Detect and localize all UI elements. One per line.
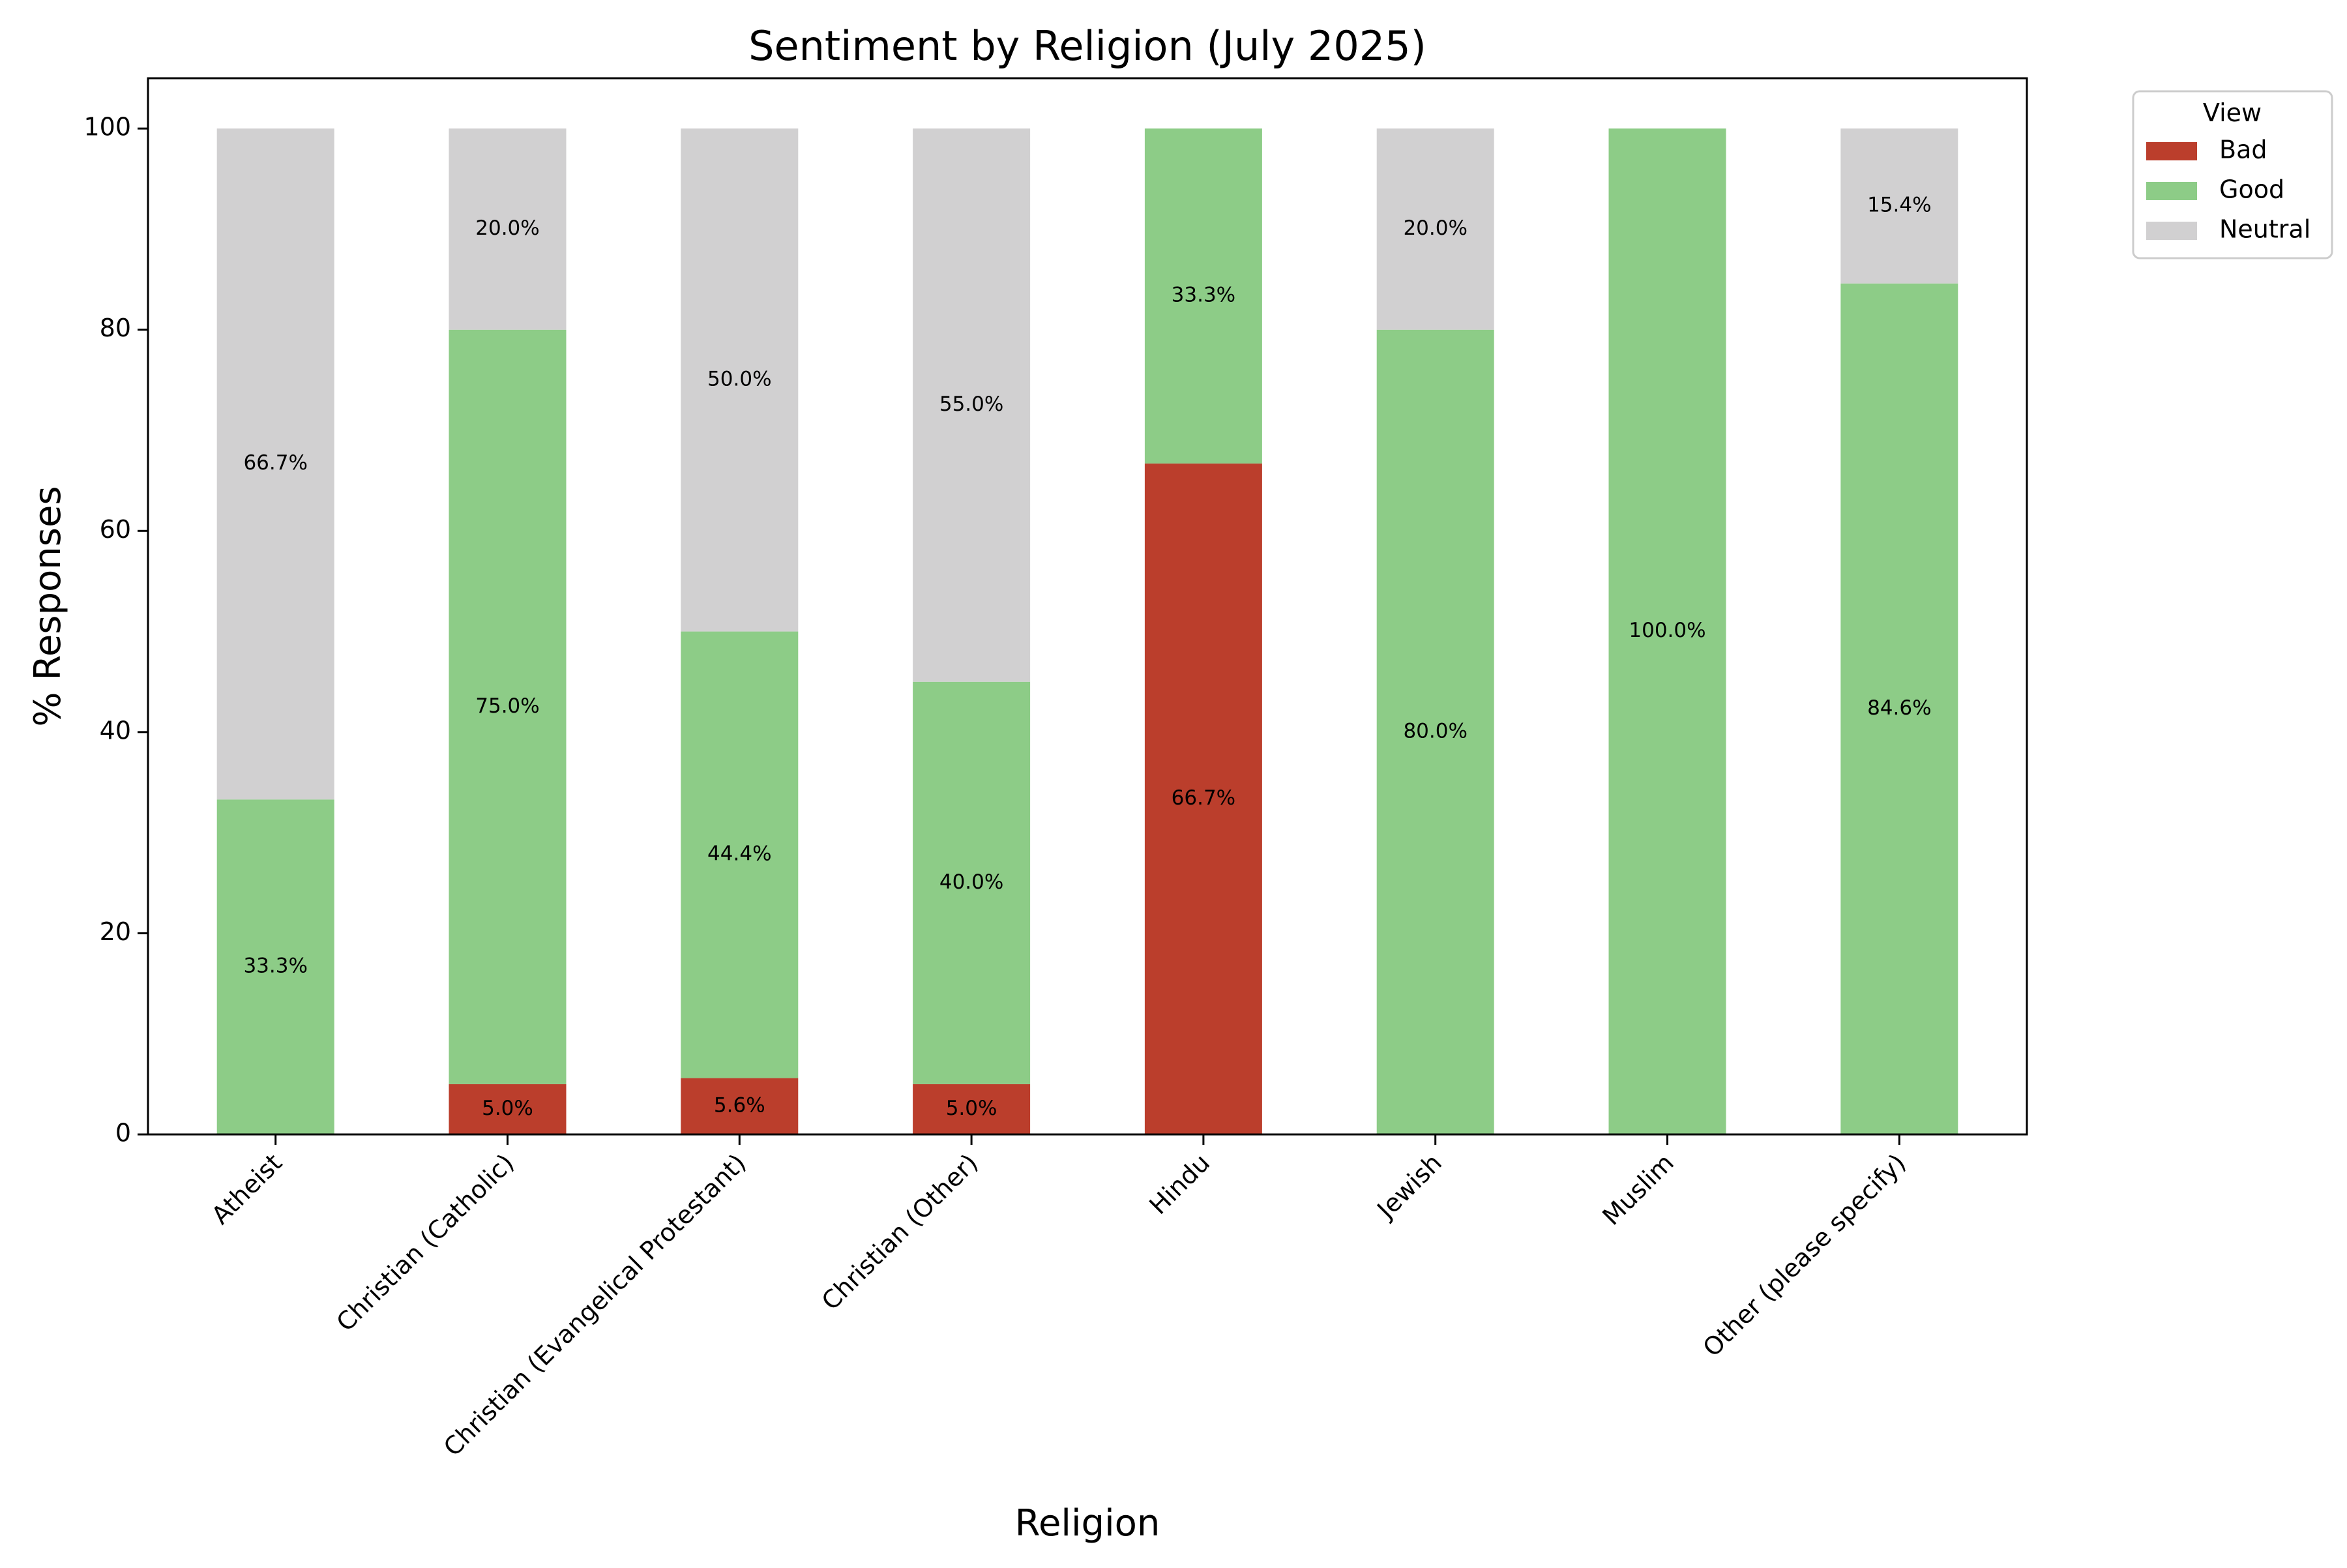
- data-label: 44.4%: [707, 842, 771, 866]
- bar-good-christian-other: [913, 681, 1031, 1084]
- bar-bad-christian-evangelical-protestant: [681, 1078, 799, 1134]
- data-label: 55.0%: [939, 392, 1003, 416]
- legend-title: View: [2203, 98, 2262, 127]
- legend-swatch-good: [2146, 182, 2197, 200]
- bar-good-other-please-specify: [1840, 283, 1958, 1134]
- bar-neutral-atheist: [216, 128, 334, 800]
- data-label: 75.0%: [475, 694, 539, 718]
- data-label: 84.6%: [1867, 696, 1931, 720]
- data-label: 100.0%: [1629, 619, 1705, 642]
- y-tick-label: 100: [83, 113, 131, 141]
- bars-layer: [216, 128, 1958, 1135]
- chart-title: Sentiment by Religion (July 2025): [748, 22, 1426, 70]
- data-label: 80.0%: [1403, 719, 1467, 743]
- y-tick-label: 20: [100, 917, 131, 946]
- data-label: 66.7%: [1172, 786, 1235, 810]
- data-label: 50.0%: [707, 367, 771, 391]
- bar-good-jewish: [1376, 329, 1494, 1134]
- y-axis-label: % Responses: [27, 486, 69, 726]
- x-tick-label: Other (please specify): [1697, 1148, 1911, 1362]
- legend-swatch-neutral: [2146, 222, 2197, 240]
- bar-neutral-other-please-specify: [1840, 128, 1958, 284]
- data-label: 40.0%: [939, 870, 1003, 894]
- bar-neutral-christian-catholic: [449, 128, 567, 330]
- legend-label: Bad: [2219, 136, 2267, 164]
- data-label: 5.6%: [714, 1093, 765, 1117]
- bar-bad-christian-other: [913, 1084, 1031, 1134]
- legend-label: Neutral: [2219, 215, 2310, 244]
- x-tick-label: Jewish: [1371, 1148, 1447, 1224]
- y-tick-label: 60: [100, 515, 131, 544]
- y-tick-label: 80: [100, 314, 131, 342]
- legend-items: Bad Good Neutral: [2146, 136, 2310, 244]
- x-tick-label: Hindu: [1144, 1148, 1215, 1220]
- data-label: 5.0%: [482, 1097, 533, 1120]
- legend-label: Good: [2219, 175, 2284, 204]
- bar-neutral-jewish: [1376, 128, 1494, 330]
- bar-good-christian-evangelical-protestant: [681, 631, 799, 1078]
- bar-neutral-christian-evangelical-protestant: [681, 128, 799, 632]
- x-tick-label: Christian (Other): [816, 1148, 984, 1316]
- bar-bad-christian-catholic: [449, 1084, 567, 1134]
- data-label: 66.7%: [243, 451, 307, 475]
- y-tick-label: 0: [115, 1119, 131, 1147]
- x-axis: Atheist Christian (Catholic)Christian (Ev…: [206, 1134, 1912, 1462]
- data-label: 33.3%: [1172, 284, 1235, 307]
- x-tick-label: Muslim: [1597, 1148, 1679, 1230]
- plot-frame: [147, 77, 2028, 1136]
- bar-bad-hindu: [1144, 463, 1262, 1134]
- bar-good-christian-catholic: [449, 329, 567, 1084]
- data-label: 33.3%: [243, 954, 307, 978]
- legend-frame: [2132, 90, 2333, 259]
- x-tick-label: Christian (Catholic): [331, 1148, 519, 1337]
- bar-good-atheist: [216, 799, 334, 1134]
- data-label: 15.4%: [1867, 193, 1931, 216]
- legend-swatch-bad: [2146, 142, 2197, 160]
- y-tick-label: 40: [100, 716, 131, 745]
- x-tick-label: Atheist: [206, 1148, 288, 1230]
- bar-neutral-christian-other: [913, 128, 1031, 682]
- bar-good-muslim: [1608, 128, 1726, 1135]
- legend: View Bad Good Neutral: [2132, 90, 2333, 259]
- y-axis: 0 20 40 60 80 100: [83, 113, 148, 1147]
- x-axis-label: Religion: [1015, 1502, 1160, 1545]
- data-label: 20.0%: [1403, 216, 1467, 240]
- data-label: 5.0%: [946, 1097, 997, 1120]
- bar-good-hindu: [1144, 128, 1262, 464]
- data-label: 20.0%: [475, 216, 539, 240]
- data-labels-layer: 33.3% 66.7% 5.0% 75.0% 20.0% 5.6% 44.4% 50.0% 5.…: [243, 193, 1931, 1119]
